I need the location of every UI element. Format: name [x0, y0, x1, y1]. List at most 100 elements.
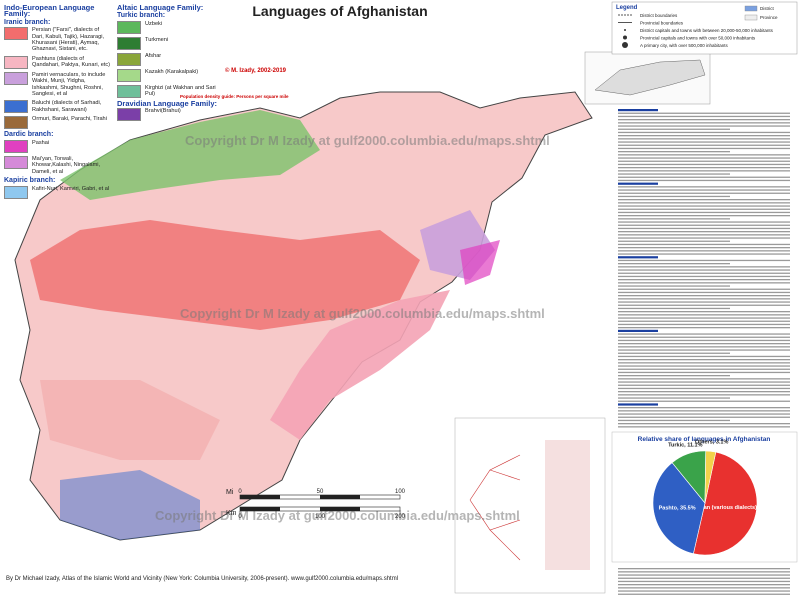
text-line [618, 593, 790, 595]
text-line [618, 279, 790, 281]
legend-swatch [117, 84, 141, 98]
text-line [618, 291, 790, 294]
text-line [618, 163, 790, 166]
text-line [618, 221, 790, 223]
legend-swatch [117, 68, 141, 82]
legend-column: Altaic Language Family: Turkic branch: Uzb… [117, 2, 227, 124]
legend-label: Uzbeki [145, 20, 163, 27]
text-line [618, 263, 730, 265]
section-heading [618, 403, 658, 406]
text-column [618, 109, 790, 595]
text-line [618, 218, 730, 220]
country-map [14, 91, 593, 541]
pie-slice [693, 451, 758, 556]
legend-item: Ormuri, Baraki, Parachi, Tirahi [4, 116, 112, 130]
legend-swatch [744, 5, 758, 12]
text-line [618, 288, 790, 290]
text-line [618, 298, 790, 300]
text-line [618, 285, 730, 287]
legend-swatch [117, 20, 141, 34]
text-line [618, 327, 790, 329]
text-line [618, 205, 790, 207]
legend-item: Baluchi (dialects of Sarhadi, Rakhshani,… [4, 100, 112, 114]
title: Languages of Afghanistan [252, 3, 427, 19]
legend-item: Kafiri-Nuri, Kamviri, Gabri, et al [4, 185, 112, 199]
text-line [618, 167, 790, 169]
text-line [618, 247, 790, 249]
text-line [618, 368, 790, 370]
branch-heading: Dardic branch: [4, 131, 54, 139]
genealogy-tree [469, 454, 521, 561]
text-line [618, 231, 790, 233]
text-line [618, 122, 790, 124]
text-line [618, 371, 790, 374]
legend-label: Afshar [145, 52, 162, 59]
legend-column: Indo-European Language Family: Iranic bra… [4, 2, 112, 202]
section-heading [618, 182, 658, 185]
text-line [618, 365, 790, 367]
scale-segment [320, 495, 360, 499]
scale-segment [240, 495, 280, 499]
legend-item: Turkmeni [117, 36, 227, 50]
scale-segment [320, 507, 360, 511]
section-heading [618, 329, 658, 332]
branch-heading: Kapiric branch: [4, 177, 56, 185]
text-line [618, 323, 790, 326]
text-line [618, 584, 790, 586]
map-legend-swatch-label: District [760, 6, 774, 11]
text-line [618, 195, 730, 198]
family-heading: Altaic Language Family: [117, 3, 204, 12]
text-line [618, 362, 790, 364]
map-legend-title: Legend [616, 5, 638, 11]
legend-item: Kirghizi (at Wakhan and Sari Pul) [117, 84, 227, 98]
scale-tick: 200 [395, 514, 406, 520]
legend-item: Brahvi(Brahui) [117, 108, 227, 122]
legend-swatch [4, 139, 28, 153]
text-line [618, 400, 790, 402]
text-line [618, 272, 790, 274]
map-legend-item: Provincial boundaries [640, 21, 684, 26]
text-line [618, 192, 790, 194]
text-line [618, 211, 790, 214]
legend-item: Uzbeki [117, 20, 227, 34]
text-line [618, 186, 790, 188]
text-line [618, 346, 790, 348]
text-line [618, 336, 790, 338]
text-line [618, 154, 790, 156]
text-line [618, 568, 790, 570]
genealogy-panel [545, 440, 590, 570]
text-line [618, 125, 790, 127]
map-legend-item: District capitals and towns with between… [640, 28, 774, 33]
text-line [618, 387, 790, 390]
legend-label: Brahvi(Brahui) [145, 108, 181, 115]
text-line [618, 426, 790, 428]
map-legend-item: A primary city, with over 500,000 inhabi… [640, 43, 728, 48]
text-line [618, 343, 790, 345]
text-line [618, 352, 730, 354]
text-line [618, 407, 790, 409]
text-line [618, 115, 790, 118]
inset-shape [594, 59, 706, 96]
legend-item: Pashai [4, 139, 112, 153]
text-line [618, 237, 790, 239]
legend-swatch [4, 100, 28, 114]
text-line [618, 282, 790, 284]
legend-symbol [623, 35, 627, 40]
pie-label: Persian (various dialects), 50.2% [690, 505, 775, 511]
map-legend-swatch-label: Province [760, 15, 778, 20]
legend-swatch [4, 185, 28, 199]
text-line [618, 224, 790, 226]
legend-swatch [4, 155, 28, 169]
legend-label: Pashai [32, 139, 50, 146]
text-line [618, 250, 790, 252]
legend-item: Pashtuns (dialects of Qandahari, Paktya,… [4, 55, 112, 69]
text-line [618, 339, 790, 342]
text-line [618, 333, 790, 335]
legend-swatch [4, 27, 28, 41]
text-line [618, 359, 790, 361]
section-heading [618, 109, 658, 112]
text-line [618, 295, 790, 297]
text-line [618, 311, 790, 313]
